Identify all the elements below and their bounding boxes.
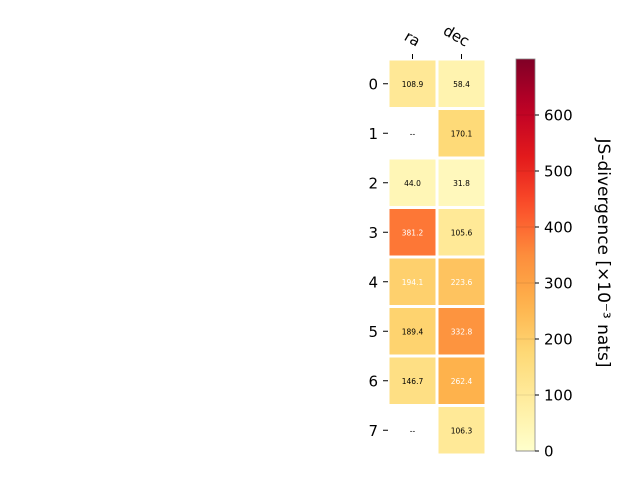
colorbar-tick-label: 200: [544, 331, 573, 349]
colorbar-tick-label: 400: [544, 219, 573, 237]
cell-value-label: 108.9: [402, 80, 424, 89]
colorbar-tick-label: 600: [544, 107, 573, 125]
heatmap-cell: [437, 356, 486, 405]
colorbar-tick-label: 100: [544, 387, 573, 405]
colorbar-tick-label: 300: [544, 275, 573, 293]
heatmap-cells: 108.9 58.4 -- 170.1 44.0 31.8 381.2 105.6 194.1 2…: [388, 59, 486, 455]
cell-value-label: 106.3: [451, 426, 473, 435]
heatmap-cell: [437, 158, 486, 207]
row-label: 3: [368, 224, 378, 242]
cell-value-label: 146.7: [402, 377, 424, 386]
cell-value-label: 381.2: [402, 228, 424, 237]
cell-value-label: 332.8: [451, 327, 473, 336]
heatmap-cell: [388, 158, 437, 207]
row-label: 0: [368, 75, 378, 93]
row-label: 6: [368, 372, 378, 390]
cell-value-label: 105.6: [451, 228, 473, 237]
cell-value-label: --: [410, 129, 416, 138]
heatmap-cell: [388, 59, 437, 108]
cell-value-label: 44.0: [404, 179, 421, 188]
cell-value-label: 223.6: [451, 278, 473, 287]
cell-value-label: 31.8: [453, 179, 470, 188]
colorbar-gradient: [515, 58, 536, 452]
heatmap-cell: [437, 59, 486, 108]
colorbar: 0 100 200 300 400 500 600: [515, 58, 573, 461]
heatmap-cell: [388, 257, 437, 306]
column-labels: ra dec: [401, 21, 473, 59]
heatmap-cell: [388, 208, 437, 257]
colorbar-tick-label: 0: [544, 443, 554, 461]
column-label: ra: [401, 27, 423, 50]
heatmap-cell: [437, 307, 486, 356]
cell-value-label: 58.4: [453, 80, 470, 89]
heatmap-cell: [437, 109, 486, 158]
cell-value-label: 170.1: [451, 129, 473, 138]
colorbar-tick-label: 500: [544, 163, 573, 181]
row-label: 4: [368, 273, 378, 291]
row-label: 2: [368, 174, 378, 192]
cell-value-label: 194.1: [402, 278, 424, 287]
column-label: dec: [440, 21, 472, 50]
row-label: 5: [368, 323, 378, 341]
heatmap-cell: [437, 208, 486, 257]
cell-value-label: 262.4: [451, 377, 473, 386]
cell-value-label: 189.4: [402, 327, 424, 336]
colorbar-label: JS-divergence [×10⁻³ nats]: [593, 138, 613, 368]
row-labels: 0 1 2 3 4 5 6 7: [368, 75, 388, 440]
heatmap-cell: [437, 257, 486, 306]
heatmap-cell: [437, 406, 486, 455]
row-label: 7: [368, 422, 378, 440]
row-label: 1: [368, 125, 378, 143]
cell-value-label: --: [410, 426, 416, 435]
heatmap-cell: [388, 356, 437, 405]
heatmap-cell: [388, 307, 437, 356]
